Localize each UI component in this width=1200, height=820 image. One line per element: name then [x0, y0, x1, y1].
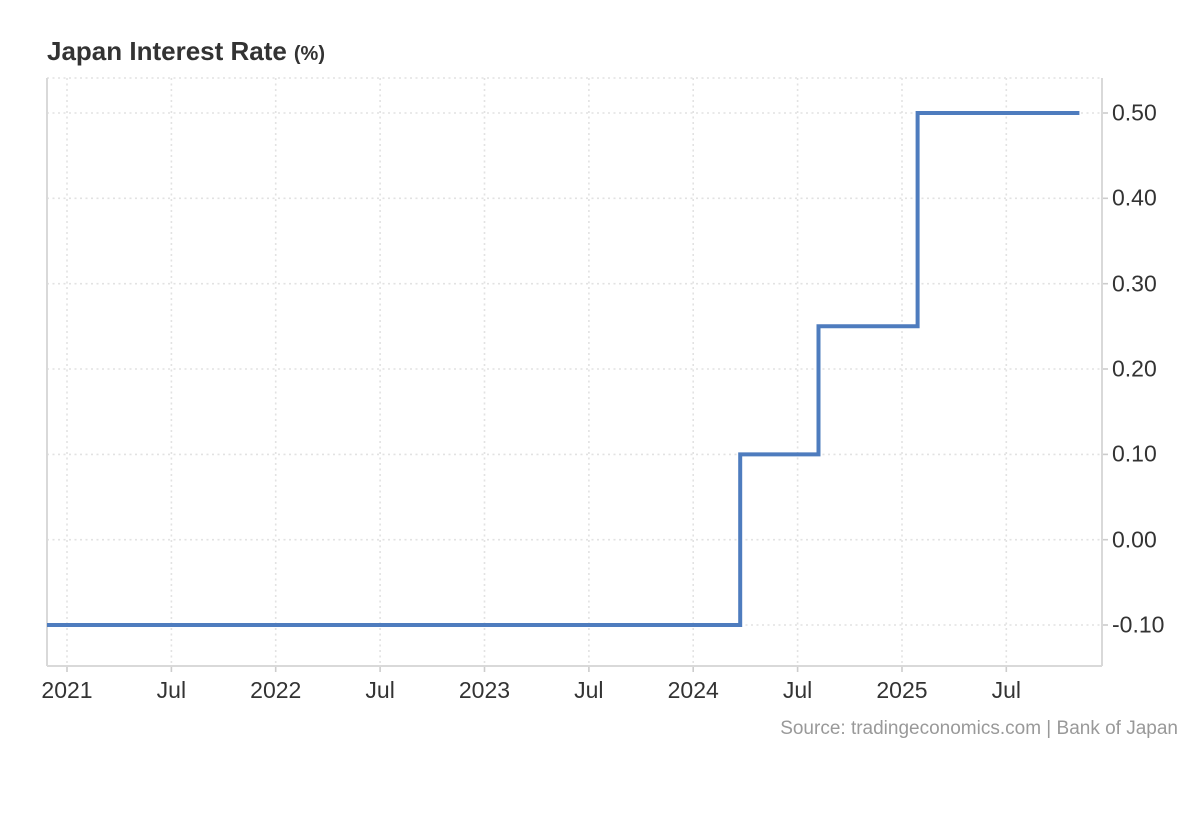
series-line — [47, 111, 1080, 627]
x-tick-label: Jul — [365, 677, 395, 703]
x-tick-label: Jul — [574, 677, 604, 703]
x-tick-label: 2021 — [41, 677, 93, 703]
y-tick-label: 0.50 — [1112, 99, 1157, 126]
x-tick-label: 2024 — [667, 677, 719, 703]
x-tick-label: Jul — [156, 677, 187, 703]
x-tick-label: Jul — [782, 677, 813, 703]
chart-title: Japan Interest Rate (%) — [47, 36, 325, 67]
y-tick-label: 0.30 — [1112, 270, 1157, 297]
chart-title-text: Japan Interest Rate — [47, 36, 287, 66]
x-tick-label: 2025 — [876, 677, 928, 703]
y-tick-label: 0.20 — [1112, 355, 1157, 382]
y-tick-label: 0.10 — [1112, 440, 1157, 467]
x-tick-label: 2022 — [250, 677, 302, 703]
source-attribution: Source: tradingeconomics.com | Bank of J… — [780, 718, 1178, 739]
x-tick-label: Jul — [991, 677, 1022, 703]
y-tick-label: 0.00 — [1112, 526, 1157, 553]
chart-title-unit: (%) — [293, 43, 325, 65]
x-tick-label: 2023 — [458, 677, 511, 703]
y-tick-label: -0.10 — [1112, 611, 1165, 638]
y-tick-label: 0.40 — [1112, 184, 1157, 211]
